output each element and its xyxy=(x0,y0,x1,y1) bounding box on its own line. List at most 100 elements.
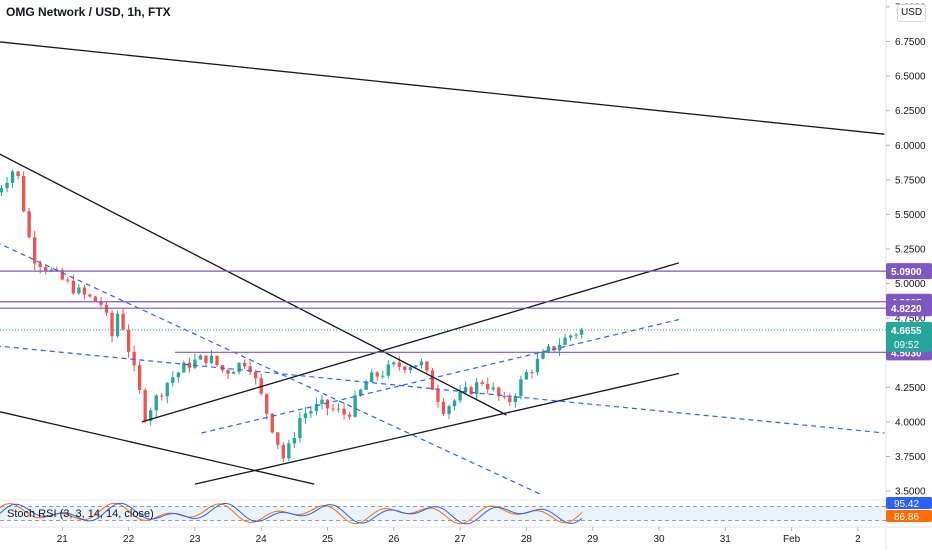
candle-body xyxy=(215,355,219,366)
x-tick-label: 23 xyxy=(189,534,201,545)
x-tick-label: 27 xyxy=(455,534,467,545)
candle-body xyxy=(342,408,346,415)
candle-body xyxy=(33,237,37,264)
candle-body xyxy=(160,395,164,397)
candle-body xyxy=(452,400,457,407)
price-level-badge xyxy=(886,300,932,317)
price-level-badge xyxy=(886,263,932,280)
candle-body xyxy=(458,391,462,401)
trendline-solid-4 xyxy=(194,372,680,485)
candle-body xyxy=(143,390,147,421)
x-tick-label: 2 xyxy=(855,534,861,545)
candle-body xyxy=(331,408,335,410)
price-level-label: 5.0900 xyxy=(891,267,922,278)
candle-body xyxy=(248,366,252,372)
x-tick-label: 30 xyxy=(653,534,665,545)
candle-body xyxy=(309,411,313,414)
x-tick-label: 26 xyxy=(388,534,400,545)
symbol-title: OMG Network / USD, 1h, FTX xyxy=(6,5,171,19)
candle-body xyxy=(408,367,413,371)
candle-body xyxy=(325,399,330,409)
candle-body xyxy=(66,279,70,281)
candle-body xyxy=(104,304,109,313)
x-tick-label: 31 xyxy=(720,534,732,545)
candle-body xyxy=(281,444,285,459)
candle-body xyxy=(110,312,114,337)
candle-body xyxy=(44,267,48,271)
candle-body xyxy=(71,280,76,294)
x-tick-label: 25 xyxy=(322,534,334,545)
y-tick-label: 6.0000 xyxy=(895,141,926,152)
candle-body xyxy=(314,403,319,412)
candle-body xyxy=(480,382,484,384)
price-level-label: 4.8220 xyxy=(891,304,922,315)
candle-body xyxy=(292,437,297,444)
currency-badge[interactable]: USD xyxy=(897,4,926,22)
candle-body xyxy=(165,382,169,397)
candle-body xyxy=(392,362,396,365)
y-tick-label: 6.2500 xyxy=(895,106,926,117)
candle-body xyxy=(447,406,451,414)
trendline-dashed-7 xyxy=(201,318,680,434)
candle-body xyxy=(414,365,418,368)
candle-body xyxy=(149,410,153,421)
candle-body xyxy=(430,370,435,390)
candle-body xyxy=(491,387,495,390)
candle-body xyxy=(557,344,562,351)
candle-body xyxy=(541,351,545,359)
y-tick-label: 3.5000 xyxy=(895,487,926,498)
candle-body xyxy=(21,176,26,212)
candle-body xyxy=(524,372,529,380)
candle-body xyxy=(347,414,352,417)
trendline-solid-2 xyxy=(0,411,315,485)
candle-body xyxy=(320,399,324,404)
candle-body xyxy=(231,371,236,374)
y-tick-label: 5.7500 xyxy=(895,175,926,186)
candle-body xyxy=(115,313,120,337)
candle-body xyxy=(171,377,175,383)
candle-body xyxy=(60,270,64,280)
candle-body xyxy=(486,383,490,390)
candle-body xyxy=(375,372,379,377)
y-tick-label: 4.0000 xyxy=(895,417,926,428)
candle-body xyxy=(386,364,390,376)
price-level-label: 4.5030 xyxy=(891,348,922,359)
y-tick-label: 5.5000 xyxy=(895,210,926,221)
x-tick-label: 29 xyxy=(587,534,599,545)
trendline-dashed-6 xyxy=(0,345,885,434)
candle-body xyxy=(82,287,87,295)
stoch-k-value: 95.42 xyxy=(894,499,919,510)
candle-body xyxy=(441,401,446,414)
candle-body xyxy=(552,346,556,351)
bar-countdown: 09:52 xyxy=(894,340,919,351)
candle-body xyxy=(0,188,4,193)
candle-body xyxy=(5,182,9,189)
stoch-k-badge xyxy=(886,497,932,510)
candle-body xyxy=(242,362,247,367)
candle-body xyxy=(198,355,203,360)
candle-body xyxy=(182,362,186,373)
candle-body xyxy=(270,413,274,433)
candle-body xyxy=(193,359,197,368)
candle-body xyxy=(176,372,180,378)
candle-body xyxy=(99,301,103,305)
y-tick-label: 5.0000 xyxy=(895,279,926,290)
candle-body xyxy=(137,365,142,391)
candle-body xyxy=(38,263,42,268)
candle-body xyxy=(419,361,424,366)
candle-body xyxy=(187,362,192,368)
candle-body xyxy=(530,372,534,374)
candle-body xyxy=(226,370,230,374)
candle-body xyxy=(126,329,131,352)
candle-body xyxy=(276,432,280,445)
candle-body xyxy=(436,389,440,402)
candle-body xyxy=(574,334,578,336)
candle-body xyxy=(303,413,308,419)
candle-body xyxy=(502,395,506,398)
y-tick-label: 6.5000 xyxy=(895,72,926,83)
candle-body xyxy=(49,269,53,271)
candle-body xyxy=(254,371,258,379)
trendline-solid-1 xyxy=(0,153,507,416)
current-price-badge xyxy=(886,321,932,352)
